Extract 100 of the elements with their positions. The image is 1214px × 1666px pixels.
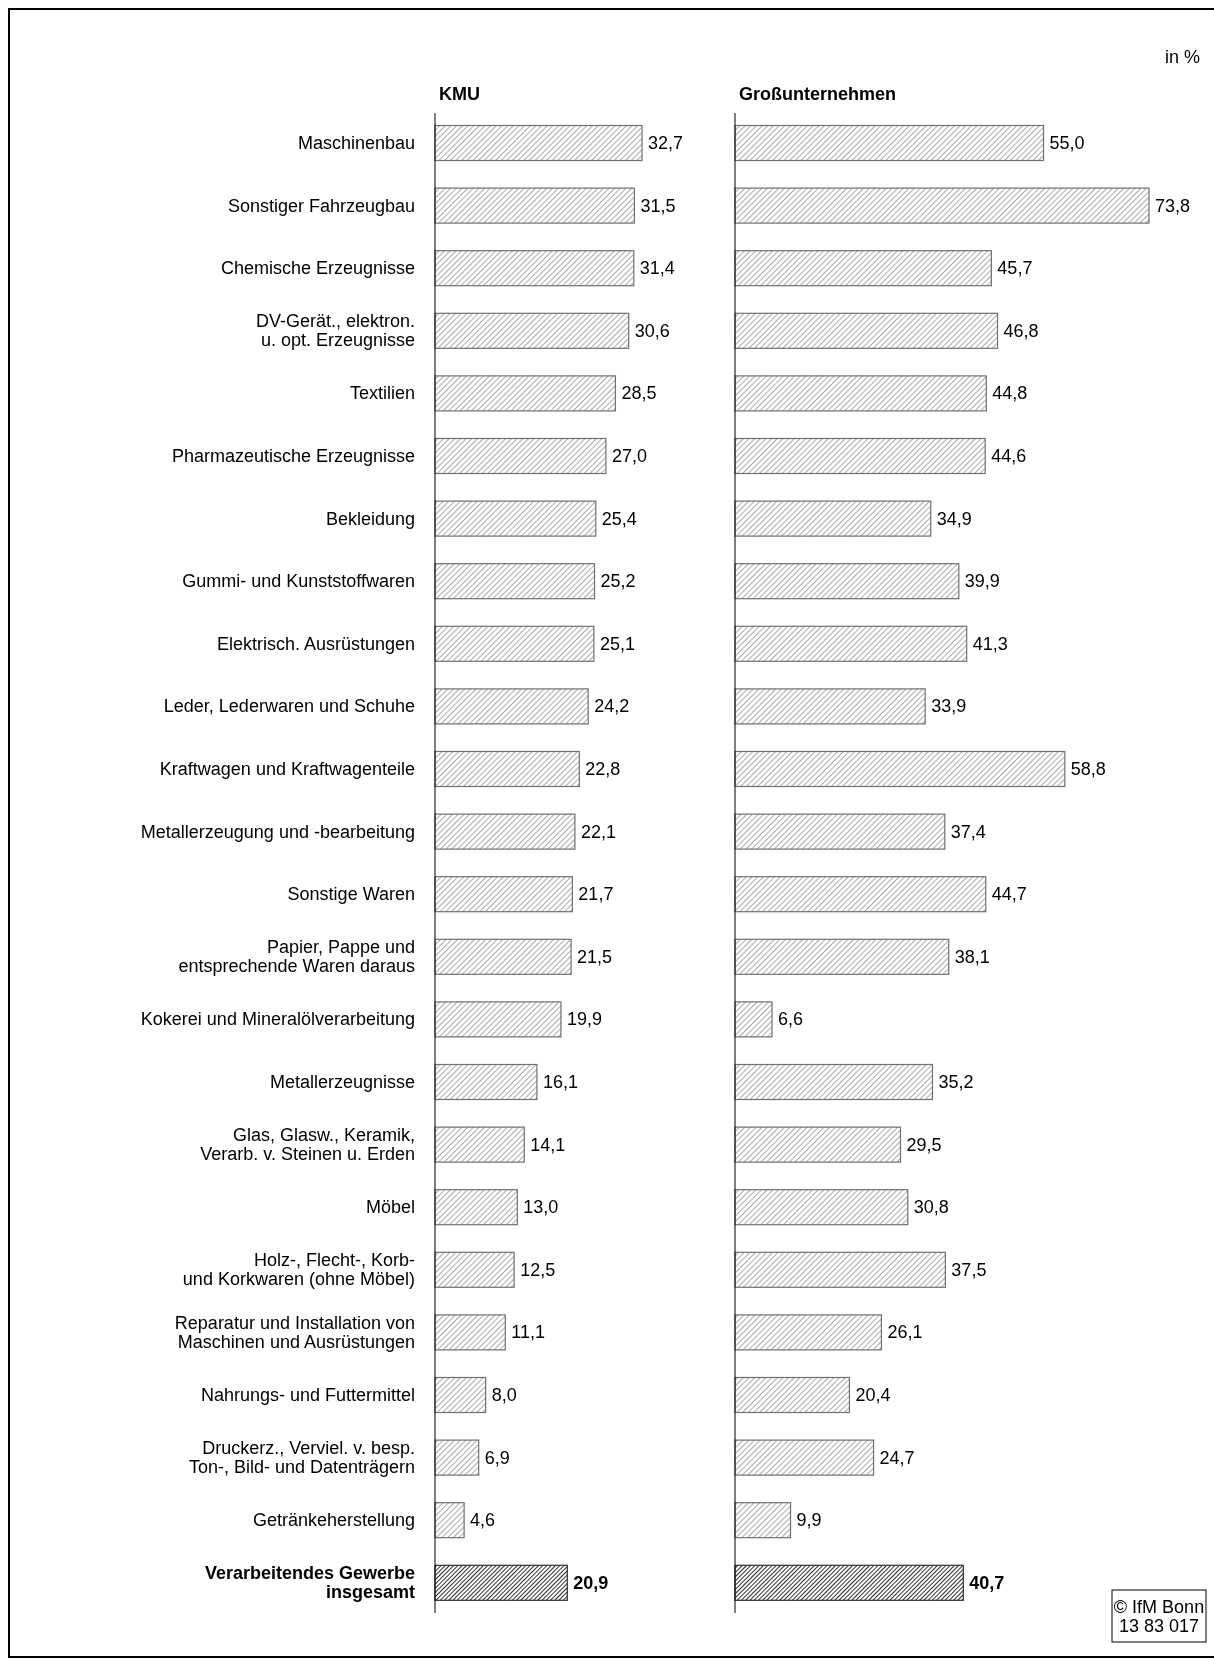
bar — [434, 1314, 506, 1351]
bar — [434, 1251, 515, 1288]
data-label: 26,1 — [887, 1322, 923, 1343]
data-label: 24,7 — [879, 1447, 915, 1468]
data-label: 28,5 — [621, 383, 657, 404]
bar — [734, 1439, 875, 1476]
y-tick-label: Verarbeitendes Gewerbe insgesamt — [204, 1563, 415, 1603]
bar — [734, 625, 968, 662]
data-label: 22,8 — [585, 759, 621, 779]
data-label: 13,0 — [523, 1197, 559, 1218]
data-label: 24,2 — [594, 696, 630, 717]
y-tick-label: Elektrisch. Ausrüstungen — [216, 633, 415, 654]
data-label: 55,0 — [1049, 133, 1085, 153]
y-tick-label: Kraftwagen und Kraftwagenteile — [159, 759, 415, 779]
data-label: 12,5 — [520, 1259, 556, 1280]
data-label: 32,7 — [648, 133, 684, 153]
bar — [734, 563, 960, 600]
data-label: 38,1 — [954, 946, 990, 967]
bar — [734, 1063, 934, 1101]
y-tick-label: Holz-, Flecht-, Korb- und Korkwaren (ohne Möbel) — [182, 1250, 415, 1290]
y-tick-label: Reparatur und Installation von Maschinen und Ausrüstungen — [174, 1312, 415, 1352]
y-tick-label: DV-Gerät., elektron. u. opt. Erzeugnisse — [255, 311, 415, 351]
data-label: 29,5 — [906, 1134, 942, 1155]
y-tick-label: Chemische Erzeugnisse — [220, 258, 415, 279]
bar — [434, 375, 617, 412]
data-label: 6,9 — [484, 1447, 510, 1468]
y-tick-label: Nahrungs- und Futtermittel — [200, 1385, 415, 1405]
bar — [434, 1502, 465, 1539]
data-label: 20,4 — [855, 1385, 891, 1405]
data-label: 37,4 — [950, 821, 986, 842]
bar — [434, 938, 572, 975]
data-label: 4,6 — [470, 1510, 496, 1531]
bar — [734, 312, 999, 349]
bar — [434, 187, 635, 224]
data-label: 22,1 — [580, 821, 616, 842]
data-label: 34,9 — [936, 508, 972, 529]
bar — [434, 750, 580, 788]
y-tick-label: Textilien — [349, 383, 415, 404]
y-tick-label: Sonstige Waren — [287, 884, 415, 905]
y-tick-label: Maschinenbau — [297, 133, 415, 153]
bar — [434, 312, 630, 349]
y-tick-label: Gummi- und Kunststoffwaren — [182, 571, 415, 592]
data-label: 16,1 — [542, 1072, 578, 1092]
data-label: 27,0 — [611, 446, 647, 466]
data-label: 39,9 — [964, 571, 1000, 592]
data-label: 8,0 — [491, 1385, 517, 1405]
bar — [434, 1126, 525, 1163]
bar — [434, 813, 576, 850]
data-label: 41,3 — [972, 633, 1008, 654]
data-label: 6,6 — [778, 1009, 804, 1030]
data-label: 31,4 — [639, 258, 675, 279]
data-label: 44,7 — [991, 884, 1027, 905]
data-label: 35,2 — [938, 1072, 974, 1092]
bar — [734, 938, 950, 975]
data-label: 46,8 — [1003, 320, 1039, 341]
data-label: 9,9 — [796, 1510, 822, 1531]
y-tick-label: Getränkeherstellung — [252, 1510, 415, 1531]
data-label: 44,6 — [991, 446, 1027, 466]
bar — [434, 500, 597, 537]
data-label: 45,7 — [997, 258, 1033, 279]
chart-title: Großunternehmen — [739, 84, 897, 104]
y-tick-label: Papier, Pappe und entsprechende Waren daraus — [178, 937, 415, 977]
bar — [734, 437, 986, 475]
bar — [734, 500, 932, 537]
y-tick-label: Leder, Lederwaren und Schuhe — [163, 696, 415, 717]
bar — [734, 876, 987, 913]
bar — [734, 1314, 883, 1351]
data-label: 44,8 — [992, 383, 1028, 404]
data-label: 73,8 — [1155, 195, 1191, 216]
bar — [734, 1502, 792, 1539]
data-label: 19,9 — [566, 1009, 603, 1030]
bar — [434, 876, 573, 913]
data-label: 58,8 — [1070, 759, 1106, 779]
y-tick-label: Bekleidung — [325, 508, 415, 529]
bar — [734, 750, 1066, 788]
data-label: 30,6 — [634, 320, 670, 341]
bar — [734, 124, 1045, 162]
bar — [734, 688, 926, 725]
text: in % — [1164, 47, 1200, 67]
data-label: 21,7 — [578, 884, 614, 905]
y-tick-label: Glas, Glasw., Keramik, Verarb. v. Steinen u. Erden — [200, 1125, 415, 1165]
bar — [734, 250, 992, 287]
bar — [734, 1251, 946, 1288]
bar — [434, 688, 589, 725]
annotation: © IfM Bonn 13 83 017 — [1113, 1596, 1205, 1636]
data-label: 40,7 — [969, 1572, 1005, 1593]
data-label: 11,1 — [511, 1322, 545, 1343]
bar — [434, 1189, 518, 1226]
bar — [734, 813, 946, 850]
bar — [434, 1439, 480, 1476]
bar — [734, 1376, 851, 1414]
bar — [734, 1126, 902, 1163]
data-label: 30,8 — [913, 1197, 949, 1218]
bar — [434, 124, 643, 162]
data-label: 31,5 — [640, 195, 676, 216]
bar — [434, 1564, 568, 1601]
y-tick-label: Möbel — [365, 1197, 415, 1218]
bar — [434, 250, 635, 287]
bar — [734, 1564, 964, 1601]
bar — [734, 375, 987, 412]
